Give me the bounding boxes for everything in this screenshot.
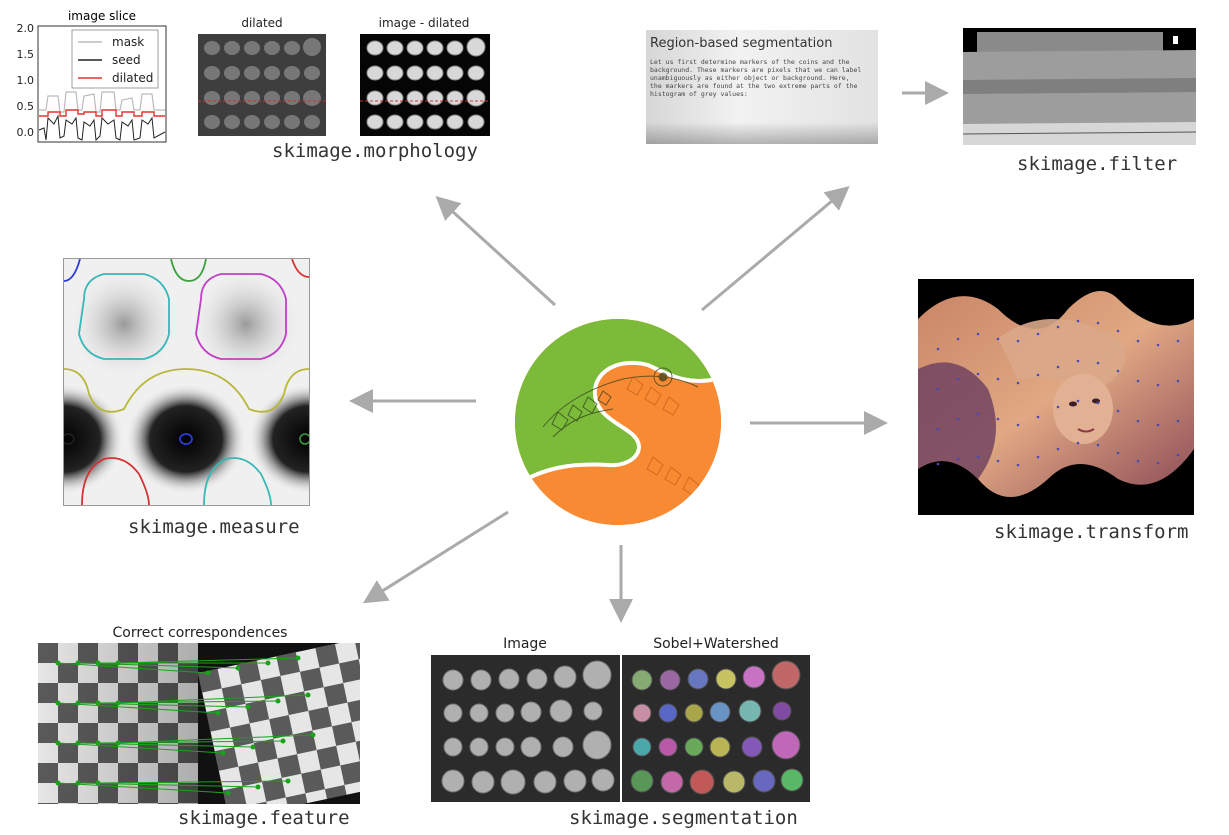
arrow-to-morphology (435, 195, 557, 307)
ytick-2-0: 2.0 (17, 22, 35, 35)
filter-result-image (963, 28, 1196, 145)
legend-dilated: dilated (112, 71, 153, 85)
feature-correspondence-image (38, 643, 360, 804)
morphology-diff-title: image - dilated (378, 16, 470, 30)
legend-mask: mask (112, 35, 144, 49)
label-measure: skimage.measure (128, 516, 300, 538)
filter-doc-heading: Region-based segmentation (650, 36, 833, 51)
arrow-to-filter (701, 186, 850, 312)
morphology-dilated-image (198, 34, 326, 136)
ytick-0-0: 0.0 (17, 126, 35, 139)
segmentation-watershed-image (622, 655, 810, 802)
skimage-logo (515, 319, 721, 525)
morphology-plot: image slice 2.0 1.5 1.0 0.5 0.0 mask see… (2, 0, 172, 150)
filter-doc-line: unambiguously as either object or backgr… (650, 74, 850, 82)
label-transform: skimage.transform (994, 521, 1189, 543)
morphology-diff-image (360, 34, 490, 136)
label-filter: skimage.filter (1017, 153, 1178, 175)
morphology-plot-title: image slice (68, 9, 136, 23)
label-morphology: skimage.morphology (272, 140, 478, 162)
label-feature: skimage.feature (178, 807, 350, 829)
filter-doc-line: the markers are found at the two extreme… (650, 82, 858, 90)
segmentation-right-title: Sobel+Watershed (653, 636, 779, 652)
arrow-to-feature (362, 510, 509, 604)
ytick-1-5: 1.5 (17, 48, 35, 61)
legend-seed: seed (112, 53, 141, 67)
morphology-dilated-title: dilated (241, 16, 283, 30)
ytick-0-5: 0.5 (17, 100, 35, 113)
filter-doc-line: background. These markers are pixels tha… (650, 66, 862, 74)
filter-doc-line: histogram of grey values: (650, 90, 748, 98)
segmentation-coins-image (431, 655, 620, 802)
ytick-1-0: 1.0 (17, 74, 35, 87)
segmentation-left-title: Image (503, 636, 547, 652)
feature-title: Correct correspondences (112, 625, 288, 641)
label-segmentation: skimage.segmentation (569, 807, 798, 829)
measure-contour-image (63, 258, 310, 506)
filter-doc-line: Let us first determine markers of the co… (650, 58, 850, 66)
filter-document-image: Region-based segmentation Let us first d… (646, 30, 878, 144)
transform-warped-image (918, 279, 1194, 515)
